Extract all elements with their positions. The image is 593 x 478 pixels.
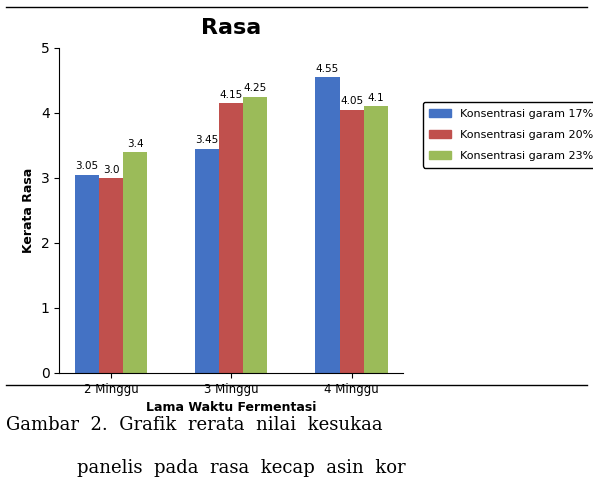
- Bar: [123, 152, 147, 373]
- Text: 3.05: 3.05: [75, 161, 98, 171]
- Bar: [219, 103, 243, 373]
- Text: 3.0: 3.0: [103, 164, 119, 174]
- Bar: [340, 109, 364, 373]
- Bar: [243, 97, 267, 373]
- Bar: [195, 149, 219, 373]
- Bar: [99, 178, 123, 373]
- Text: 4.1: 4.1: [367, 93, 384, 103]
- Y-axis label: Kerata Rasa: Kerata Rasa: [22, 168, 35, 253]
- Text: 4.55: 4.55: [316, 64, 339, 74]
- Text: 4.15: 4.15: [219, 90, 243, 100]
- Text: panelis  pada  rasa  kecap  asin  kor: panelis pada rasa kecap asin kor: [77, 459, 406, 477]
- Bar: [364, 106, 388, 373]
- Text: 3.4: 3.4: [127, 139, 144, 149]
- X-axis label: Lama Waktu Fermentasi: Lama Waktu Fermentasi: [146, 401, 317, 414]
- Legend: Konsentrasi garam 17%, Konsentrasi garam 20%, Konsentrasi garam 23%: Konsentrasi garam 17%, Konsentrasi garam…: [423, 102, 593, 168]
- Text: 4.05: 4.05: [340, 96, 363, 106]
- Bar: [75, 174, 99, 373]
- Text: 4.25: 4.25: [244, 83, 267, 93]
- Text: 3.45: 3.45: [196, 135, 219, 145]
- Title: Rasa: Rasa: [201, 18, 262, 38]
- Bar: [315, 77, 340, 373]
- Text: Gambar  2.  Grafik  rerata  nilai  kesukaa: Gambar 2. Grafik rerata nilai kesukaa: [6, 416, 382, 434]
